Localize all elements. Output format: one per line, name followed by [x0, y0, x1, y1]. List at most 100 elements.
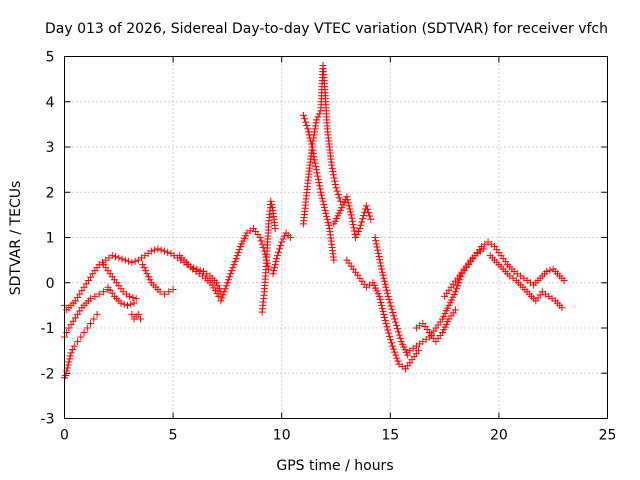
data-point-marker — [558, 304, 566, 312]
data-point-marker — [156, 288, 164, 296]
data-point-marker — [393, 354, 401, 362]
data-point-marker — [385, 296, 393, 304]
series-track — [330, 193, 375, 241]
data-point-marker — [386, 299, 394, 307]
series-track — [486, 252, 566, 312]
data-point-marker — [196, 266, 204, 274]
data-point-marker — [317, 188, 325, 196]
data-point-marker — [309, 146, 317, 154]
data-point-marker — [312, 166, 320, 174]
data-point-marker — [353, 230, 361, 238]
data-point-marker — [357, 221, 365, 229]
data-point-marker — [383, 289, 391, 297]
data-point-marker — [346, 205, 354, 213]
data-point-marker — [543, 267, 551, 275]
data-point-marker — [330, 256, 338, 264]
data-point-marker — [323, 212, 331, 220]
series-track — [343, 256, 423, 373]
data-point-marker — [373, 243, 381, 251]
data-point-marker — [271, 224, 279, 232]
data-point-marker — [378, 268, 386, 276]
data-point-marker — [214, 282, 222, 290]
data-point-marker — [390, 345, 398, 353]
data-point-marker — [359, 215, 367, 223]
data-point-marker — [311, 156, 319, 164]
data-point-marker — [387, 302, 395, 310]
data-point-marker — [391, 315, 399, 323]
data-point-marker — [62, 372, 70, 380]
series-track — [299, 62, 344, 228]
data-point-marker — [129, 293, 137, 301]
data-point-marker — [394, 328, 402, 336]
data-point-marker — [404, 351, 412, 359]
data-point-marker — [87, 319, 95, 327]
x-tick-label: 0 — [60, 428, 69, 444]
data-point-marker — [143, 270, 151, 278]
data-point-marker — [453, 285, 461, 293]
y-tick-label: 1 — [46, 231, 55, 247]
data-point-marker — [379, 307, 387, 315]
data-point-marker — [157, 246, 165, 254]
data-point-marker — [130, 299, 138, 307]
data-point-marker — [268, 203, 276, 211]
data-point-marker — [117, 299, 125, 307]
y-tick-label: 4 — [46, 95, 55, 111]
y-tick-label: -1 — [41, 321, 55, 337]
data-point-marker — [270, 267, 278, 275]
data-point-marker — [382, 319, 390, 327]
data-point-marker — [232, 255, 240, 263]
data-point-marker — [375, 253, 383, 261]
data-point-marker — [331, 177, 339, 185]
data-point-marker — [314, 172, 322, 180]
data-point-marker — [378, 304, 386, 312]
data-point-marker — [378, 301, 386, 309]
data-point-marker — [312, 116, 320, 124]
data-point-marker — [286, 234, 294, 241]
data-point-marker — [64, 361, 72, 369]
data-point-marker — [165, 288, 173, 296]
data-point-marker — [279, 235, 287, 243]
data-point-marker — [348, 217, 356, 225]
data-point-marker — [381, 316, 389, 324]
data-point-marker — [314, 113, 322, 121]
data-point-marker — [169, 286, 177, 294]
data-point-marker — [131, 257, 139, 265]
data-point-marker — [371, 234, 379, 241]
data-point-marker — [344, 196, 352, 204]
data-point-marker — [304, 125, 312, 133]
chart-title: Day 013 of 2026, Sidereal Day-to-day VTE… — [45, 21, 608, 37]
data-point-marker — [63, 364, 71, 372]
data-point-marker — [394, 357, 402, 365]
data-point-marker — [324, 218, 332, 226]
x-axis-ticks: 0 5 10 15 20 25 — [60, 56, 616, 444]
series-track — [371, 234, 412, 359]
data-point-marker — [234, 249, 242, 257]
data-point-marker — [388, 305, 396, 313]
data-point-marker — [358, 218, 366, 226]
data-point-marker — [273, 252, 281, 260]
y-tick-label: -2 — [41, 366, 55, 382]
data-point-marker — [95, 290, 103, 298]
data-point-marker — [277, 241, 285, 249]
y-tick-label: 2 — [46, 185, 55, 201]
data-point-marker — [307, 137, 315, 145]
data-point-marker — [299, 111, 307, 119]
data-point-marker — [304, 128, 312, 136]
data-point-marker — [366, 212, 374, 220]
data-point-marker — [344, 199, 352, 207]
data-point-marker — [257, 237, 265, 245]
data-point-marker — [393, 321, 401, 329]
data-point-marker — [392, 351, 400, 359]
data-point-marker — [372, 240, 380, 248]
data-point-marker — [350, 224, 358, 232]
x-axis-label: GPS time / hours — [276, 458, 393, 474]
data-point-marker — [388, 342, 396, 350]
data-point-marker — [391, 348, 399, 356]
data-point-marker — [256, 234, 264, 241]
data-point-marker — [213, 279, 221, 287]
data-point-marker — [546, 266, 554, 274]
data-point-marker — [227, 270, 235, 278]
data-point-marker — [331, 180, 339, 188]
data-point-marker — [100, 288, 108, 296]
data-point-marker — [376, 259, 384, 267]
